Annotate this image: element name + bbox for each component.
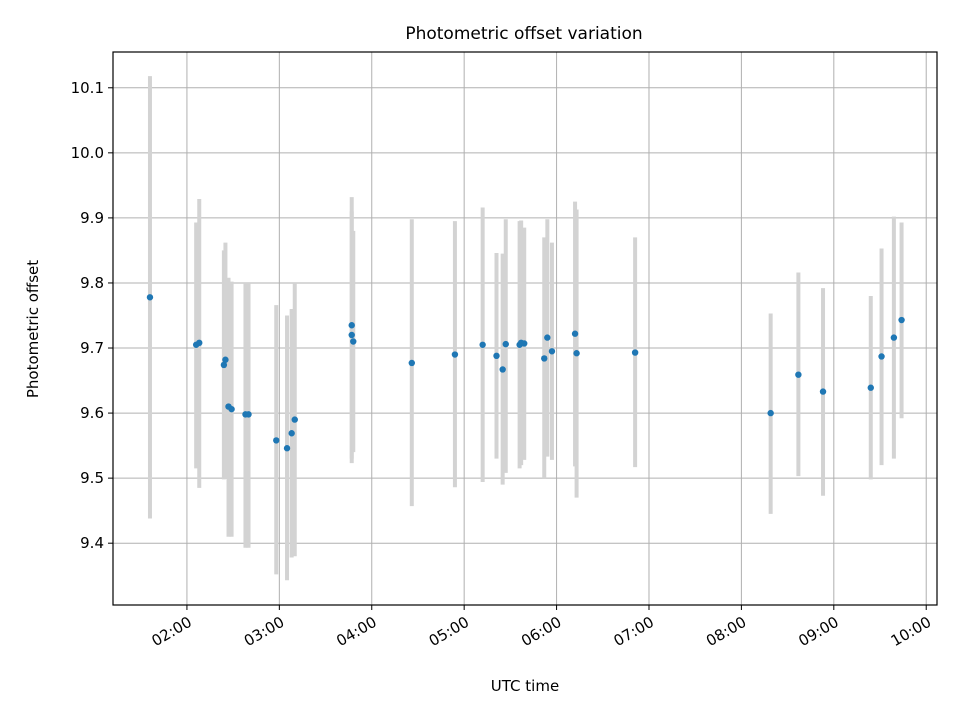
data-point [521,340,528,347]
data-point [795,371,802,378]
y-tick-label: 9.5 [80,469,104,487]
data-point [245,411,252,418]
data-point [283,445,291,452]
y-tick-label: 9.6 [80,404,104,422]
data-point [867,384,874,391]
data-point [819,388,827,395]
data-point [348,331,355,339]
y-tick-label: 10.1 [71,79,104,97]
error-bars [147,76,904,581]
data-point [288,430,295,437]
data-point [408,359,415,367]
x-axis: 02:00 03:00 04:00 05:00 06:00 07:00 08:00 09:00… [148,605,934,650]
data-point [573,350,580,357]
data-point [222,356,229,363]
y-axis-label: Photometric offset [24,260,42,398]
data-point [451,351,459,358]
x-tick-label: 08:00 [703,613,749,650]
data-point [544,334,551,341]
x-tick-label: 09:00 [795,613,841,650]
data-point [291,416,298,423]
x-tick-label: 03:00 [241,613,287,650]
y-tick-label: 9.8 [80,274,104,292]
data-point [273,437,280,444]
data-point [571,330,579,337]
data-point [502,340,509,348]
data-point [499,366,506,373]
data-point [146,294,154,301]
x-tick-label: 06:00 [518,613,564,650]
chart-title: Photometric offset variation [405,24,642,44]
y-axis: 9.4 9.5 9.6 9.7 9.8 9.9 10.0 10.1 [71,79,113,552]
data-point [479,341,486,348]
data-point [493,352,500,360]
data-point [898,316,905,324]
x-tick-label: 02:00 [148,613,194,650]
y-tick-label: 9.7 [80,339,104,357]
data-point [228,405,235,413]
plot-frame [112,51,938,606]
x-tick-label: 10:00 [888,613,934,650]
data-point [220,361,228,369]
data-point [350,338,357,345]
x-axis-label: UTC time [491,677,559,695]
x-tick-label: 05:00 [426,613,472,650]
data-point [541,355,548,362]
y-tick-label: 9.4 [80,534,104,552]
x-tick-label: 07:00 [611,613,657,650]
data-point [890,334,898,341]
data-point [631,349,639,356]
data-point [196,339,203,347]
y-tick-label: 9.9 [80,209,104,227]
x-tick-label: 04:00 [333,613,379,650]
data-points [146,294,905,452]
data-point [548,348,556,355]
y-tick-label: 10.0 [71,144,104,162]
data-point [878,353,885,360]
data-point [348,322,355,329]
data-point [767,409,774,417]
